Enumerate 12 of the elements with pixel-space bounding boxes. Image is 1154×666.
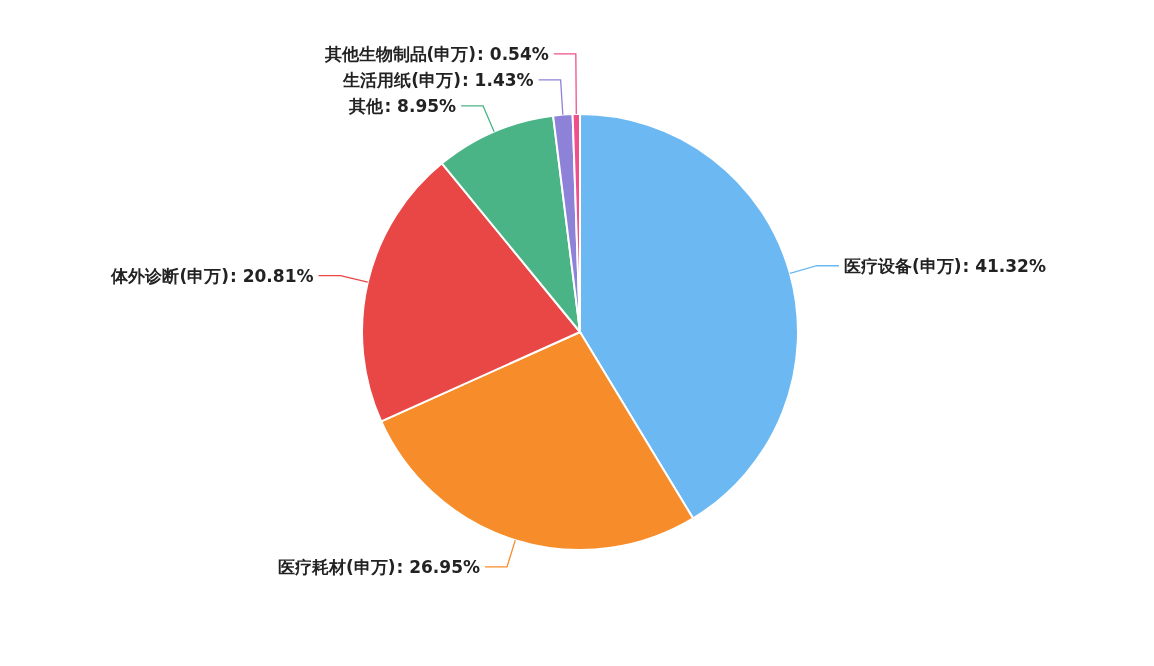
data-label: : 0.54% <box>477 43 549 64</box>
data-label: : 1.43% <box>461 69 534 90</box>
data-label: : 20.81% <box>230 265 314 286</box>
slice-label: 其他 <box>348 95 385 116</box>
data-label: : 8.95% <box>384 95 457 116</box>
slice-label: 医疗耗材(申万) <box>277 556 396 577</box>
slice-label: 医疗设备(申万) <box>843 255 962 276</box>
data-label: : 26.95% <box>396 556 480 577</box>
slice-label: 其他生物制品(申万) <box>323 43 477 64</box>
slice-label: 生活用纸(申万) <box>342 69 461 90</box>
slice-label: 体外诊断(申万) <box>110 265 229 286</box>
data-label: : 41.32% <box>962 255 1046 276</box>
